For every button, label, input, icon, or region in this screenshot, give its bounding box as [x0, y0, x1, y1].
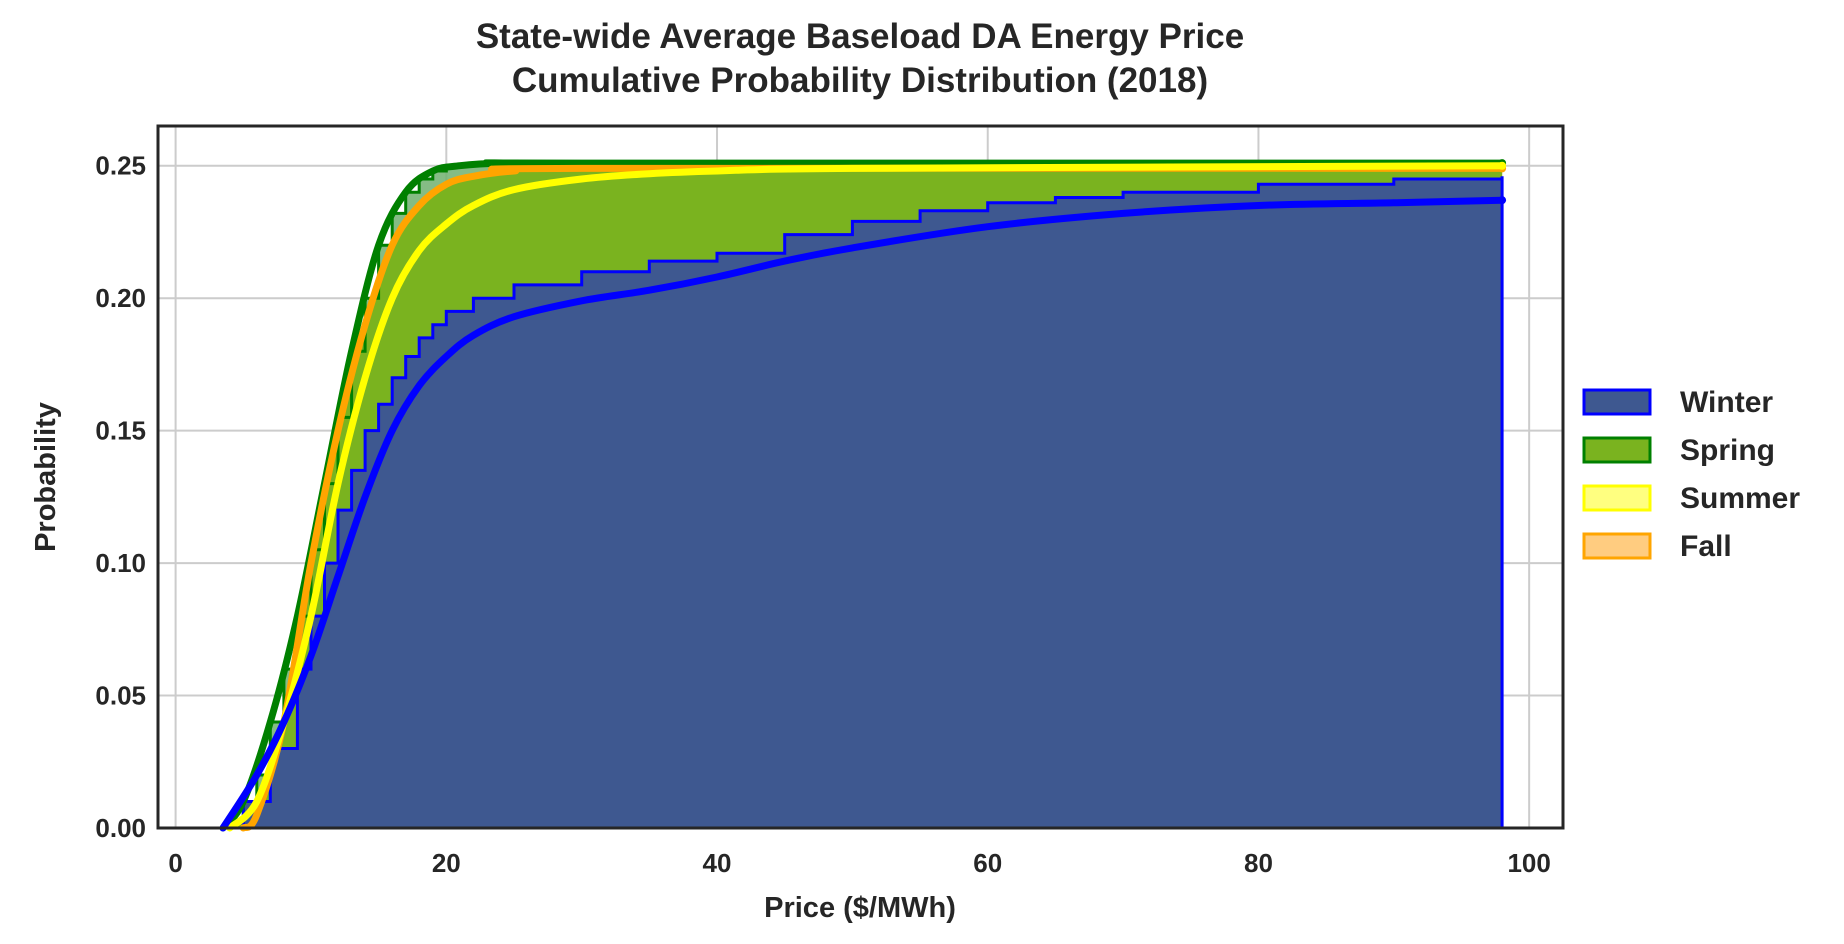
fall-legend-label: Fall: [1680, 530, 1732, 563]
fall-legend-swatch: [1582, 532, 1652, 560]
x-axis-label: Price ($/MWh): [764, 892, 956, 924]
plot-area: [156, 124, 1565, 832]
winter-curve: [219, 196, 1506, 832]
y-axis-ticks: 0.00 0.05 0.10 0.15 0.20 0.25: [95, 151, 146, 843]
x-tick-label: 60: [973, 848, 1002, 878]
y-tick-label: 0.05: [95, 681, 146, 711]
plot-frame: [156, 124, 1565, 830]
x-tick-label: 80: [1244, 848, 1273, 878]
y-tick-label: 0.25: [95, 151, 146, 181]
winter-step-line: [223, 176, 1504, 830]
y-axis-label: Probability: [30, 402, 62, 552]
legend: Winter Spring Summer Fall: [1582, 386, 1800, 563]
winter-step-area: [223, 176, 1503, 829]
summer-legend-label: Summer: [1680, 482, 1800, 515]
x-tick-label: 40: [703, 848, 732, 878]
summer-curve: [226, 162, 1506, 832]
winter-legend-swatch: [1582, 388, 1652, 416]
fall-curve: [239, 164, 1506, 832]
winter-legend-label: Winter: [1680, 386, 1773, 419]
y-tick-label: 0.00: [95, 813, 146, 843]
x-axis-ticks: 0 20 40 60 80 100: [168, 848, 1550, 878]
spring-legend-label: Spring: [1680, 434, 1775, 467]
chart-title-line-2: Cumulative Probability Distribution (201…: [512, 61, 1208, 100]
x-tick-label: 0: [168, 848, 182, 878]
series-fills: [223, 163, 1503, 829]
summer-end-point: [1498, 161, 1507, 170]
spring-legend-swatch: [1582, 436, 1652, 464]
spring-curve: [219, 159, 1506, 832]
series-curves: [219, 159, 1507, 832]
chart-title-line-1: State-wide Average Baseload DA Energy Pr…: [476, 17, 1244, 56]
x-tick-label: 100: [1507, 848, 1550, 878]
y-tick-label: 0.20: [95, 283, 146, 313]
winter-end-point: [1498, 196, 1507, 205]
y-tick-label: 0.10: [95, 548, 146, 578]
x-tick-label: 20: [432, 848, 461, 878]
y-tick-label: 0.15: [95, 416, 146, 446]
summer-legend-swatch: [1582, 484, 1652, 512]
